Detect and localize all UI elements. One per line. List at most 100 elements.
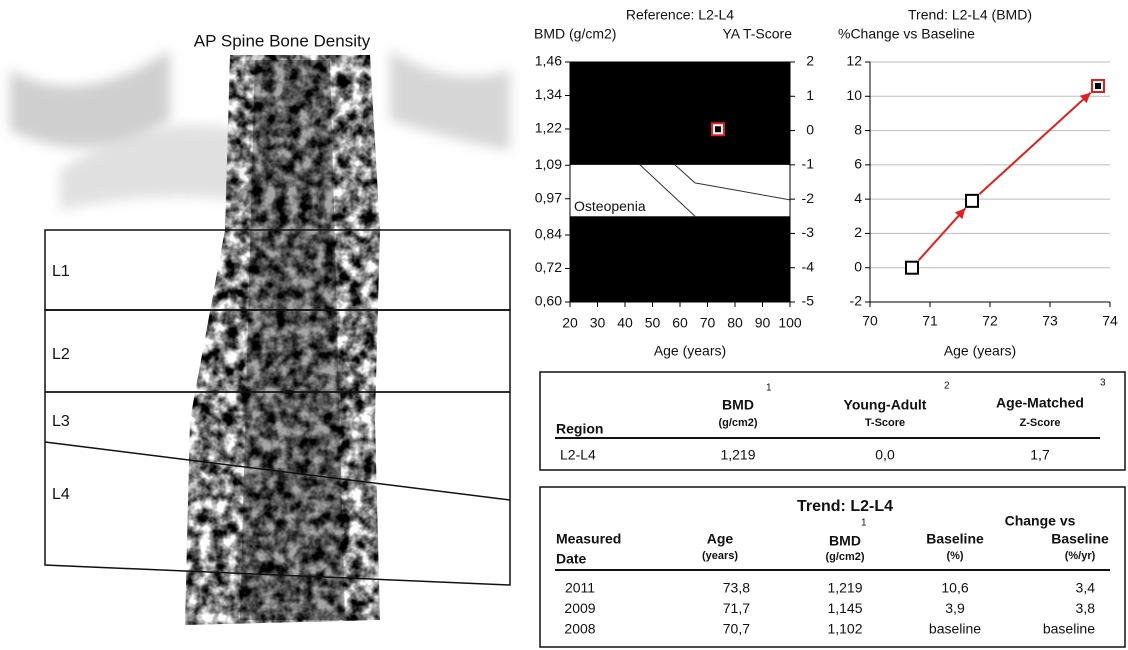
table-unit: (%/yr) [1065, 550, 1096, 562]
table-header: BMD [829, 533, 861, 549]
table-cell: 2011 [565, 580, 595, 596]
x-axis-label: Age (years) [654, 343, 726, 359]
footnote-mark: 2 [944, 381, 950, 392]
report: AP Spine Bone Density L1 L2 L3 L4 Region… [0, 0, 1128, 650]
trend-arrow [979, 93, 1090, 194]
y-tick-label: 0,97 [535, 189, 562, 205]
table-header: BMD [722, 397, 754, 413]
y2-tick-label: -2 [802, 190, 815, 206]
table-cell: 2009 [564, 600, 595, 616]
footnote-mark: 1 [861, 518, 867, 529]
y-tick-label: 0,72 [535, 259, 562, 275]
footnote-mark: 1 [766, 383, 772, 394]
y-tick-label: 4 [854, 190, 862, 206]
x-tick-label: 74 [1102, 313, 1118, 329]
table-cell: 1,102 [827, 621, 862, 637]
point-core [1095, 83, 1101, 89]
table-cell: 70,7 [723, 621, 750, 637]
table-cell: 71,7 [723, 600, 750, 616]
table-header: Young-Adult [844, 397, 927, 413]
y-tick-label: 1,34 [535, 86, 562, 102]
y2-tick-label: 1 [806, 87, 814, 103]
x-tick-label: 50 [645, 315, 661, 331]
table-cell: 1,145 [827, 600, 862, 616]
region-label: L1 [52, 263, 70, 280]
x-tick-label: 20 [562, 315, 578, 331]
x-tick-label: 70 [700, 315, 716, 331]
table-unit: (%) [946, 550, 963, 562]
y-tick-label: 0,84 [535, 226, 562, 242]
y2-tick-label: -3 [802, 224, 815, 240]
data-point [906, 262, 918, 274]
x-axis-label: Age (years) [944, 343, 1016, 359]
region-label: L2 [52, 346, 70, 363]
x-tick-label: 80 [727, 315, 743, 331]
x-tick-label: 70 [862, 313, 878, 329]
table-cell: baseline [1043, 621, 1095, 637]
table-header: Measured [556, 531, 621, 547]
table-cell: 10,6 [941, 580, 968, 596]
table-cell: 1,219 [827, 580, 862, 596]
table-unit: (g/cm2) [718, 417, 757, 429]
y-tick-label: 12 [846, 53, 862, 69]
y2-tick-label: 2 [806, 53, 814, 69]
y-tick-label: 1,46 [535, 53, 562, 69]
x-tick-label: 72 [982, 313, 998, 329]
y-tick-label: 6 [854, 156, 862, 172]
table-unit: (years) [702, 550, 738, 562]
band-label: Osteopenia [574, 198, 646, 214]
table-cell: 1,7 [1030, 447, 1050, 463]
table-unit: Z-Score [1020, 417, 1061, 429]
table-cell: 2008 [564, 621, 595, 637]
group-header: Change vs [1005, 513, 1076, 529]
table-cell: baseline [929, 621, 981, 637]
x-tick-label: 71 [922, 313, 938, 329]
chart-title: Trend: L2-L4 (BMD) [908, 7, 1032, 23]
y2-tick-label: -4 [802, 258, 815, 274]
spine-image [10, 50, 510, 625]
image-title: AP Spine Bone Density [194, 31, 371, 50]
table-cell: 73,8 [723, 580, 750, 596]
y-axis-label: BMD (g/cm2) [534, 26, 616, 42]
y-tick-label: 10 [846, 87, 862, 103]
table-title: Trend: L2-L4 [797, 498, 893, 515]
x-tick-label: 30 [590, 315, 606, 331]
table-cell: 0,0 [875, 447, 895, 463]
table-header: Baseline [926, 531, 984, 547]
x-tick-label: 73 [1042, 313, 1058, 329]
table-header: Date [556, 551, 587, 567]
y2-tick-label: -5 [802, 293, 815, 309]
region-label: L3 [52, 413, 70, 430]
x-tick-label: 40 [617, 315, 633, 331]
data-point [966, 195, 978, 207]
footnote-mark: 3 [1100, 378, 1106, 389]
y-tick-label: 8 [854, 121, 862, 137]
point-core [715, 126, 721, 132]
table-cell: L2-L4 [560, 447, 596, 463]
table-header: Baseline [1051, 531, 1109, 547]
chart-title: Reference: L2-L4 [626, 7, 734, 23]
table-cell: 3,8 [1076, 600, 1096, 616]
y-tick-label: 0,60 [535, 293, 562, 309]
trend-rows: 2011 73,8 1,219 10,6 3,4 2009 71,7 1,145 3,9 3,8 2… [564, 580, 1095, 637]
y2-tick-label: -1 [802, 156, 815, 172]
trend-arrow [919, 208, 966, 260]
x-tick-label: 90 [755, 315, 771, 331]
y2-tick-label: 0 [806, 121, 814, 137]
table-header: Age-Matched [996, 395, 1084, 411]
region-label: L4 [52, 486, 70, 503]
y-tick-label: -2 [850, 293, 863, 309]
table-header: Age [707, 531, 734, 547]
x-tick-label: 60 [672, 315, 688, 331]
table-header: Region [556, 421, 603, 437]
x-tick-label: 100 [778, 315, 802, 331]
table-cell: 3,4 [1076, 580, 1096, 596]
table-cell: 3,9 [945, 600, 965, 616]
table-unit: (g/cm2) [825, 551, 864, 563]
y-tick-label: 1,22 [535, 120, 562, 136]
y2-axis-label: YA T-Score [722, 26, 792, 42]
table-unit: T-Score [865, 417, 905, 429]
chart-subtitle: %Change vs Baseline [838, 26, 975, 42]
table-cell: 1,219 [720, 447, 755, 463]
y-tick-label: 1,09 [535, 156, 562, 172]
